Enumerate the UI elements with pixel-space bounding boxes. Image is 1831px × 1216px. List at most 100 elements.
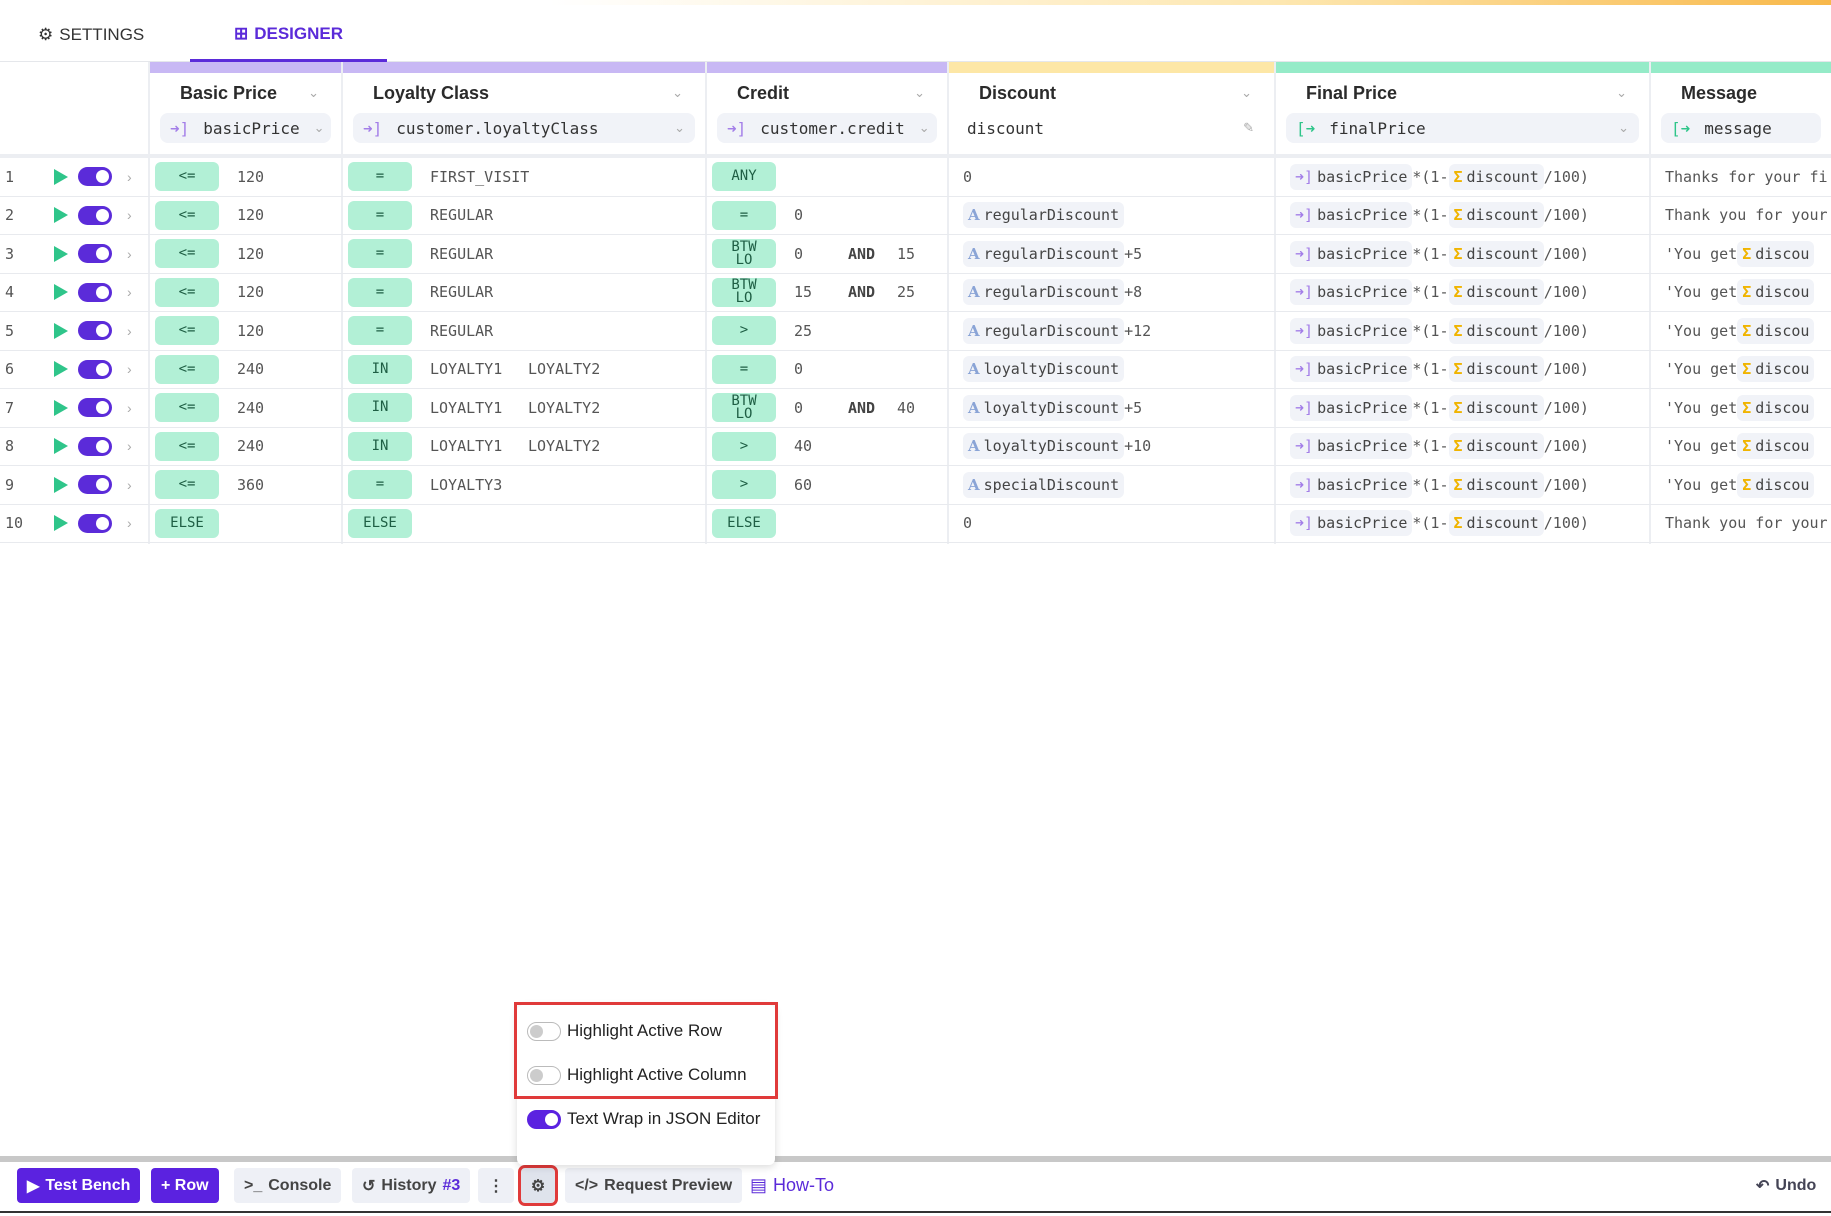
cell-customer-loyaltyClass[interactable]: = REGULAR: [341, 273, 705, 311]
cell-basicPrice[interactable]: <= 240: [148, 350, 341, 388]
operator-badge[interactable]: >: [712, 431, 776, 461]
history-button[interactable]: ↺ History #3: [352, 1168, 471, 1203]
input-chip[interactable]: ➜] basicPrice: [1290, 279, 1413, 306]
chevron-right-icon[interactable]: ›: [127, 284, 132, 301]
pencil-icon[interactable]: ✎: [1243, 120, 1254, 135]
condition-value[interactable]: 25: [794, 321, 813, 340]
condition-value[interactable]: REGULAR: [430, 321, 494, 340]
column-field-selector[interactable]: [➜ finalPrice ⌄: [1286, 113, 1639, 143]
cell-basicPrice[interactable]: <= 240: [148, 389, 341, 427]
column-header[interactable]: Final Price ⌄: [1276, 73, 1649, 113]
operator-badge[interactable]: IN: [348, 393, 412, 423]
operator-badge[interactable]: <=: [155, 470, 219, 500]
play-icon[interactable]: [54, 361, 68, 378]
operator-badge[interactable]: <=: [155, 239, 219, 269]
column-header[interactable]: Basic Price ⌄: [150, 73, 341, 113]
cell-customer-credit[interactable]: = 0: [705, 350, 947, 388]
operator-badge[interactable]: =: [348, 162, 412, 192]
condition-value[interactable]: 0: [794, 360, 804, 379]
column-field-selector[interactable]: ➜] basicPrice ⌄: [160, 113, 331, 143]
cell-basicPrice[interactable]: <= 120: [148, 273, 341, 311]
chevron-right-icon[interactable]: ›: [127, 399, 132, 416]
chevron-right-icon[interactable]: ›: [127, 245, 132, 262]
condition-value[interactable]: LOYALTY3: [430, 475, 503, 494]
play-icon[interactable]: [54, 438, 68, 455]
cell-basicPrice[interactable]: ELSE: [148, 504, 341, 542]
operator-badge[interactable]: <=: [155, 200, 219, 230]
operator-badge[interactable]: <=: [155, 316, 219, 346]
cell-customer-loyaltyClass[interactable]: ELSE: [341, 504, 705, 542]
operator-badge[interactable]: =: [348, 239, 412, 269]
more-options-button[interactable]: ⋮: [478, 1168, 514, 1203]
condition-value[interactable]: FIRST_VISIT: [430, 167, 530, 186]
chevron-down-icon[interactable]: ⌄: [308, 85, 319, 100]
toggle-switch[interactable]: [527, 1021, 561, 1041]
operator-badge[interactable]: >: [712, 316, 776, 346]
cell-customer-credit[interactable]: ANY: [705, 158, 947, 196]
cell-discount[interactable]: 0: [947, 504, 1274, 542]
condition-value[interactable]: 120: [237, 206, 265, 225]
cell-message[interactable]: Thanks for your fi: [1649, 158, 1831, 196]
play-icon[interactable]: [54, 168, 68, 185]
operator-badge[interactable]: =: [348, 277, 412, 307]
input-chip[interactable]: ➜] basicPrice: [1290, 471, 1413, 498]
cell-customer-loyaltyClass[interactable]: = FIRST_VISIT: [341, 158, 705, 196]
row-enabled-toggle[interactable]: [78, 475, 112, 495]
cell-message[interactable]: Thank you for your: [1649, 196, 1831, 234]
cell-message[interactable]: Thank you for your: [1649, 504, 1831, 542]
condition-value[interactable]: 240: [237, 437, 265, 456]
chevron-down-icon[interactable]: ⌄: [918, 120, 930, 135]
play-icon[interactable]: [54, 476, 68, 493]
cell-basicPrice[interactable]: <= 120: [148, 312, 341, 350]
input-chip[interactable]: ➜] basicPrice: [1290, 317, 1413, 344]
input-chip[interactable]: ➜] basicPrice: [1290, 202, 1413, 229]
chevron-right-icon[interactable]: ›: [127, 361, 132, 378]
chevron-right-icon[interactable]: ›: [127, 322, 132, 339]
highlight-active-row-toggle[interactable]: Highlight Active Row: [527, 1016, 722, 1046]
row-enabled-toggle[interactable]: [78, 398, 112, 418]
cell-basicPrice[interactable]: <= 240: [148, 427, 341, 465]
cell-customer-loyaltyClass[interactable]: IN LOYALTY1 LOYALTY2: [341, 427, 705, 465]
cell-basicPrice[interactable]: <= 360: [148, 466, 341, 504]
test-bench-button[interactable]: ▶ Test Bench: [17, 1168, 141, 1203]
operator-badge[interactable]: ANY: [712, 162, 776, 192]
cell-customer-credit[interactable]: BTW LO 0 AND 40: [705, 389, 947, 427]
column-field-selector[interactable]: [➜ message: [1661, 113, 1821, 143]
input-chip[interactable]: ➜] basicPrice: [1290, 394, 1413, 421]
operator-badge[interactable]: IN: [348, 354, 412, 384]
condition-value[interactable]: 0: [794, 244, 804, 263]
condition-value[interactable]: 120: [237, 167, 265, 186]
chevron-right-icon[interactable]: ›: [127, 438, 132, 455]
cell-customer-loyaltyClass[interactable]: = REGULAR: [341, 312, 705, 350]
toggle-switch[interactable]: [527, 1065, 561, 1085]
cell-customer-credit[interactable]: >40: [705, 427, 947, 465]
toggle-switch[interactable]: [527, 1109, 561, 1129]
condition-value[interactable]: 120: [237, 244, 265, 263]
row-enabled-toggle[interactable]: [78, 321, 112, 341]
chevron-down-icon[interactable]: ⌄: [1241, 85, 1252, 100]
chevron-down-icon[interactable]: ⌄: [1616, 85, 1627, 100]
input-chip[interactable]: ➜] basicPrice: [1290, 433, 1413, 460]
condition-value[interactable]: 25: [897, 283, 916, 302]
chevron-right-icon[interactable]: ›: [127, 207, 132, 224]
operator-badge[interactable]: =: [348, 316, 412, 346]
